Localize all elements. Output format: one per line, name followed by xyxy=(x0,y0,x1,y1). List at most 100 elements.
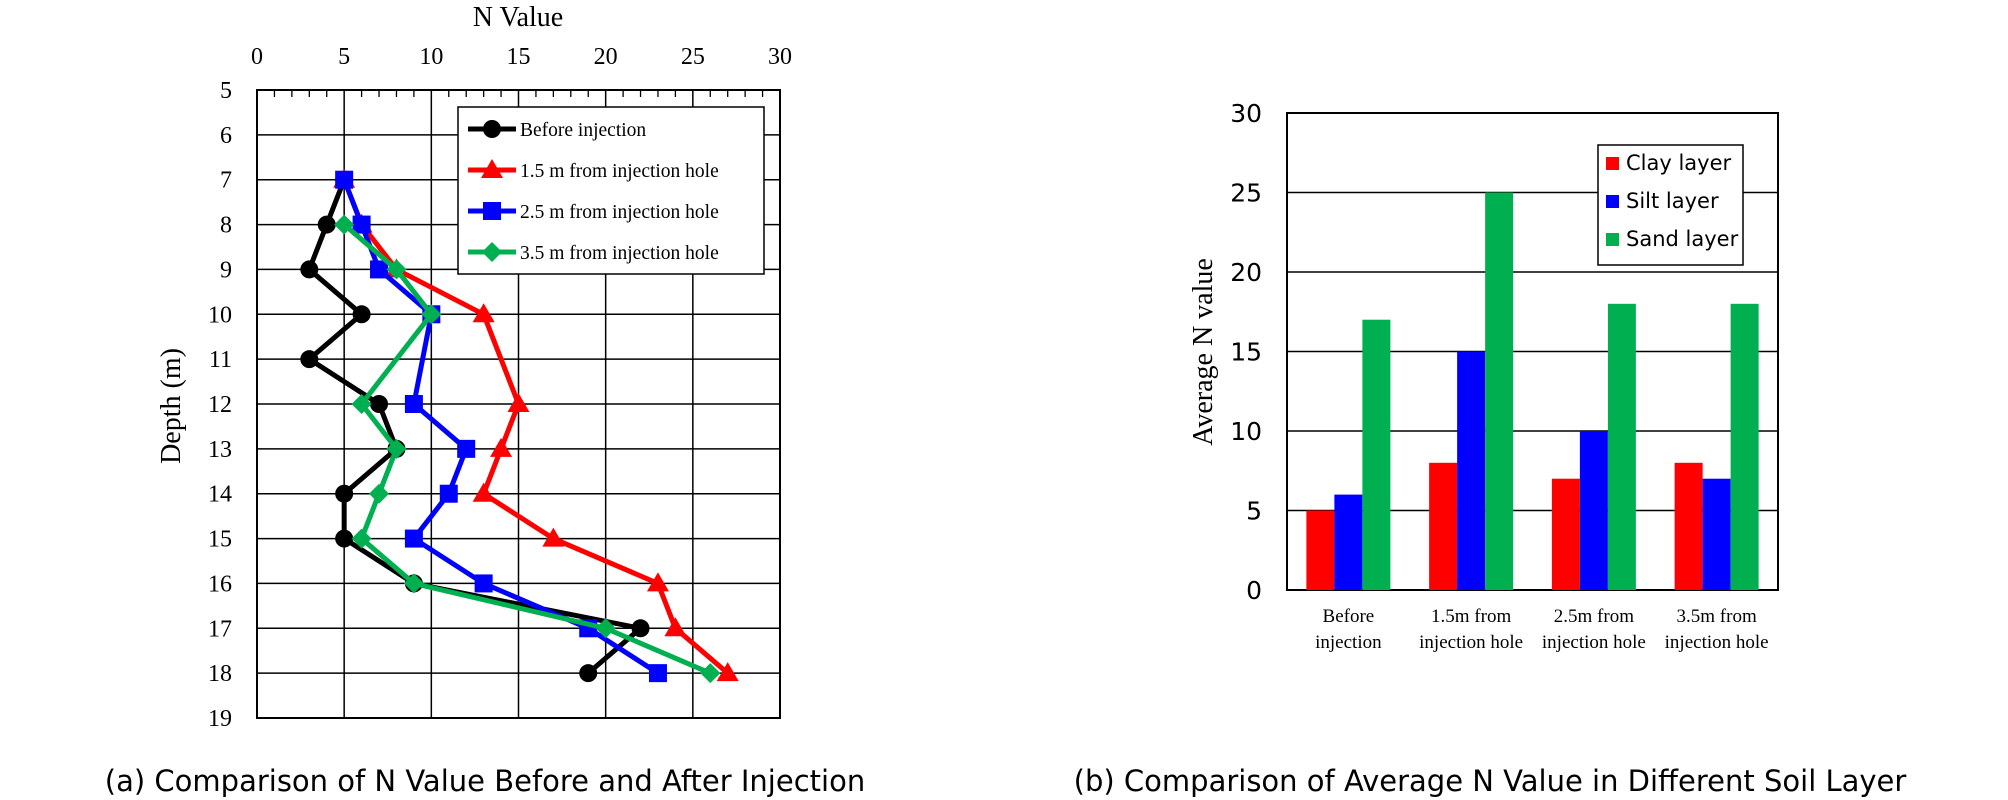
legend-label: 1.5 m from injection hole xyxy=(520,161,719,182)
y-tick-label: 17 xyxy=(208,616,232,642)
bar-sand-layer xyxy=(1485,192,1514,590)
bar-sand-layer xyxy=(1362,319,1391,590)
bar-clay-layer xyxy=(1674,462,1703,590)
marker-circle xyxy=(579,664,598,683)
legend: Before injection 1.5 m from injection hol… xyxy=(457,106,765,275)
bar-clay-layer xyxy=(1551,478,1580,590)
legend-box xyxy=(457,106,765,275)
legend-swatch xyxy=(1606,233,1619,246)
axis-ticks: 0 5 10 15 20 25 30 Before injection 1.5m from inje… xyxy=(1230,99,1768,653)
legend-swatch xyxy=(1606,195,1619,208)
marker-square xyxy=(404,395,423,413)
x-tick-label: 20 xyxy=(594,44,618,70)
marker-triangle xyxy=(507,393,530,412)
x-tick-label: injection hole xyxy=(1542,632,1646,653)
series-lines xyxy=(300,168,739,684)
bar-silt-layer xyxy=(1457,351,1486,590)
y-axis-title: Depth (m) xyxy=(156,348,187,464)
y-tick-label: 10 xyxy=(1230,417,1262,446)
marker-square xyxy=(335,170,354,189)
y-tick-label: 30 xyxy=(1230,99,1262,128)
x-tick-label: 10 xyxy=(419,44,443,70)
x-tick-label: injection hole xyxy=(1419,632,1523,653)
marker-diamond xyxy=(351,394,372,414)
y-tick-label: 14 xyxy=(208,482,232,508)
legend-label: Before injection xyxy=(520,120,646,141)
marker-circle xyxy=(335,529,354,548)
marker-diamond xyxy=(595,618,616,639)
bar-silt-layer xyxy=(1579,431,1608,590)
legend-label: 2.5 m from injection hole xyxy=(520,202,719,223)
marker-square xyxy=(483,202,501,220)
series-line xyxy=(342,222,712,676)
x-tick-label: 30 xyxy=(768,44,792,70)
marker-circle xyxy=(317,215,336,234)
x-tick-label: 5 xyxy=(338,44,350,70)
x-tick-label: injection xyxy=(1315,632,1382,653)
marker-diamond xyxy=(386,259,407,280)
marker-triangle xyxy=(646,572,669,592)
marker-diamond xyxy=(369,483,390,504)
marker-square xyxy=(648,664,667,683)
bars xyxy=(1306,192,1759,590)
marker-diamond xyxy=(421,304,442,325)
bar-sand-layer xyxy=(1730,303,1759,590)
chart-average-n-value: Average N value 0 5 10 15 20 25 30 Before inject… xyxy=(1074,99,1907,798)
y-tick-label: 6 xyxy=(220,123,232,149)
y-tick-label: 19 xyxy=(208,706,232,732)
marker-square xyxy=(404,529,423,548)
x-tick-label: 0 xyxy=(251,44,263,70)
y-tick-label: 5 xyxy=(1246,497,1262,526)
marker-triangle xyxy=(481,159,503,178)
marker-square xyxy=(457,439,476,458)
marker-circle xyxy=(370,395,389,413)
caption-a: (a) Comparison of N Value Before and Aft… xyxy=(105,764,865,798)
legend: Clay layer Silt layer Sand layer xyxy=(1597,144,1744,266)
marker-diamond xyxy=(351,528,372,549)
x-tick-label: Before xyxy=(1323,606,1375,627)
y-tick-label: 25 xyxy=(1230,179,1262,208)
bar-clay-layer xyxy=(1429,462,1458,590)
legend-label: 3.5 m from injection hole xyxy=(520,243,719,264)
marker-square xyxy=(370,260,389,279)
marker-diamond xyxy=(403,573,424,594)
legend-label: Silt layer xyxy=(1626,189,1719,213)
marker-diamond xyxy=(482,242,502,262)
marker-circle xyxy=(352,305,371,324)
x-tick-label: 15 xyxy=(507,44,531,70)
legend-label: Clay layer xyxy=(1626,151,1732,175)
x-tick-label: 3.5m from xyxy=(1677,606,1757,627)
chart-depth-n-value: N Value Depth (m) 0 5 10 15 20 25 305678910111… xyxy=(105,2,865,798)
bar-silt-layer xyxy=(1702,478,1731,590)
y-tick-label: 5 xyxy=(220,78,232,104)
marker-square xyxy=(474,574,493,593)
x-tick-label: injection hole xyxy=(1665,632,1769,653)
marker-circle xyxy=(483,120,501,138)
y-tick-label: 0 xyxy=(1246,576,1262,605)
marker-triangle xyxy=(490,437,513,457)
caption-b: (b) Comparison of Average N Value in Dif… xyxy=(1074,764,1907,798)
legend-box xyxy=(1597,144,1744,266)
y-tick-label: 15 xyxy=(208,527,232,553)
x-tick-label: 25 xyxy=(681,44,705,70)
y-tick-label: 18 xyxy=(208,661,232,687)
marker-diamond xyxy=(700,663,721,684)
marker-triangle xyxy=(716,662,739,682)
legend-label: Sand layer xyxy=(1626,227,1739,251)
y-tick-label: 8 xyxy=(220,213,232,239)
bar-clay-layer xyxy=(1306,510,1335,590)
y-tick-label: 9 xyxy=(220,257,232,283)
y-tick-label: 7 xyxy=(220,168,232,194)
marker-square xyxy=(352,215,371,234)
marker-diamond xyxy=(334,214,355,235)
y-tick-label: 12 xyxy=(208,392,232,418)
x-axis-title: N Value xyxy=(473,2,563,33)
y-tick-label: 15 xyxy=(1230,338,1262,367)
marker-circle xyxy=(300,260,319,279)
marker-triangle xyxy=(542,527,565,547)
x-tick-label: 1.5m from xyxy=(1431,606,1511,627)
legend-swatch xyxy=(1606,157,1619,170)
y-tick-label: 13 xyxy=(208,437,232,463)
